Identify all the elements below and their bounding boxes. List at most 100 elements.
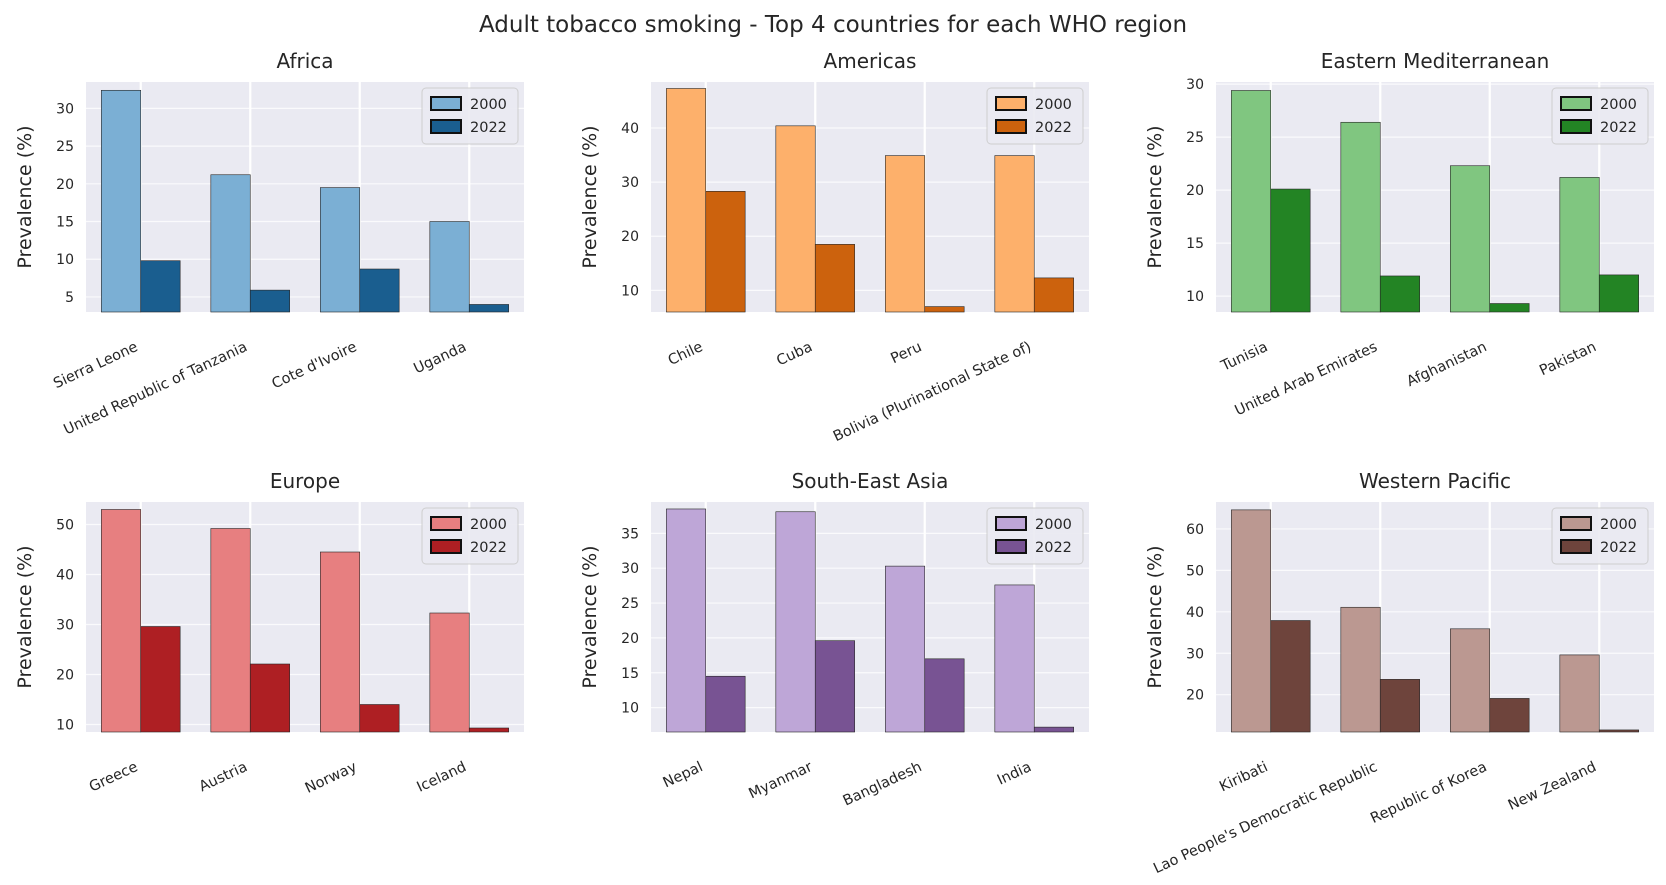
ytick-label: 25 <box>1186 130 1204 146</box>
ytick-label: 35 <box>621 526 639 542</box>
legend-label-2000: 2000 <box>470 517 507 533</box>
panel-title: South-East Asia <box>792 469 949 493</box>
legend-label-2000: 2000 <box>470 97 507 113</box>
bar-iceland-2022 <box>468 727 509 733</box>
bar-nepal-2022 <box>705 675 746 733</box>
bar-republic-of-korea-2000 <box>1450 628 1491 733</box>
bar-bolivia-plurinational-state-of-2000 <box>994 155 1035 313</box>
ytick-label: 30 <box>56 101 74 117</box>
ytick-label: 40 <box>1186 605 1204 621</box>
legend-swatch-2000 <box>995 516 1027 531</box>
xtick-label-tunisia: Tunisia <box>1218 339 1271 375</box>
bar-uganda-2022 <box>468 304 509 313</box>
xtick-label-bolivia-plurinational-state-of: Bolivia (Plurinational State of) <box>831 339 1034 445</box>
legend-label-2022: 2022 <box>470 120 507 136</box>
ytick-label: 10 <box>56 718 74 734</box>
bar-greece-2022 <box>140 626 181 733</box>
legend-label-2000: 2000 <box>1600 97 1637 113</box>
legend: 2000 2022 <box>421 507 519 565</box>
bar-kiribati-2000 <box>1231 509 1272 733</box>
legend-label-2000: 2000 <box>1035 517 1072 533</box>
bar-iceland-2000 <box>429 612 470 733</box>
xtick-label-sierra-leone: Sierra Leone <box>51 339 140 392</box>
ytick-label: 10 <box>621 283 639 299</box>
xtick-label-myanmar: Myanmar <box>746 759 815 802</box>
legend: 2000 2022 <box>421 87 519 145</box>
xtick-label-afghanistan: Afghanistan <box>1404 339 1489 390</box>
bar-afghanistan-2000 <box>1450 165 1491 313</box>
bar-lao-people-s-democratic-republic-2022 <box>1379 679 1420 733</box>
xtick-label-india: India <box>995 759 1034 789</box>
bar-cuba-2022 <box>814 244 855 313</box>
bar-uganda-2000 <box>429 221 470 313</box>
panel-title: Europe <box>270 469 340 493</box>
bar-new-zealand-2022 <box>1598 729 1639 733</box>
bar-pakistan-2000 <box>1559 177 1600 313</box>
legend-label-2022: 2022 <box>1035 540 1072 556</box>
xtick-label-new-zealand: New Zealand <box>1506 759 1599 814</box>
xtick-label-greece: Greece <box>87 759 141 795</box>
legend-swatch-2000 <box>1560 96 1592 111</box>
bar-cote-d-ivoire-2000 <box>320 187 361 313</box>
ytick-label: 15 <box>1186 236 1204 252</box>
legend-swatch-2022 <box>430 539 462 554</box>
xtick-label-bangladesh: Bangladesh <box>841 759 925 809</box>
legend-label-2022: 2022 <box>1600 120 1637 136</box>
bar-united-republic-of-tanzania-2022 <box>249 289 290 313</box>
bar-greece-2000 <box>101 509 142 733</box>
ytick-label: 10 <box>621 701 639 717</box>
ytick-label: 10 <box>56 252 74 268</box>
bar-united-arab-emirates-2000 <box>1340 121 1381 313</box>
xtick-label-norway: Norway <box>303 759 360 797</box>
legend-swatch-2000 <box>1560 516 1592 531</box>
bar-kiribati-2022 <box>1270 620 1311 733</box>
xtick-label-kiribati: Kiribati <box>1217 759 1270 795</box>
bar-peru-2022 <box>924 306 965 313</box>
ytick-label: 25 <box>621 596 639 612</box>
bar-austria-2000 <box>210 528 251 733</box>
legend-swatch-2000 <box>430 516 462 531</box>
legend-swatch-2022 <box>1560 119 1592 134</box>
panel-title: Eastern Mediterranean <box>1321 49 1550 73</box>
bar-lao-people-s-democratic-republic-2000 <box>1340 606 1381 733</box>
bar-sierra-leone-2022 <box>140 260 181 313</box>
legend-swatch-2022 <box>995 539 1027 554</box>
bar-bangladesh-2000 <box>885 565 926 733</box>
bar-chile-2022 <box>705 191 746 313</box>
bar-myanmar-2000 <box>775 511 816 733</box>
panel-title: Africa <box>276 49 333 73</box>
ytick-label: 15 <box>56 215 74 231</box>
panel-europe: 10 20 30 40 50 Greece Austria Norway Iceland Euro… <box>14 469 524 797</box>
xtick-label-chile: Chile <box>666 339 706 369</box>
y-axis-label: Prevalence (%) <box>1144 545 1166 688</box>
bar-norway-2022 <box>359 704 400 733</box>
bar-peru-2000 <box>885 155 926 313</box>
bar-cuba-2000 <box>775 125 816 313</box>
xtick-label-united-republic-of-tanzania: United Republic of Tanzania <box>61 339 250 438</box>
bar-austria-2022 <box>249 663 290 733</box>
y-axis-label: Prevalence (%) <box>579 545 601 688</box>
legend: 2000 2022 <box>1551 507 1649 565</box>
legend-label-2022: 2022 <box>1600 540 1637 556</box>
bar-myanmar-2022 <box>814 640 855 733</box>
xtick-label-lao-people-s-democratic-republic: Lao People's Democratic Republic <box>1151 759 1380 877</box>
legend: 2000 2022 <box>986 507 1084 565</box>
bar-afghanistan-2022 <box>1489 303 1530 313</box>
ytick-label: 25 <box>56 139 74 155</box>
ytick-label: 40 <box>56 568 74 584</box>
bar-republic-of-korea-2022 <box>1489 698 1530 733</box>
ytick-label: 10 <box>1186 289 1204 305</box>
xtick-label-austria: Austria <box>197 759 250 795</box>
legend-label-2000: 2000 <box>1600 517 1637 533</box>
y-axis-label: Prevalence (%) <box>1144 125 1166 268</box>
xtick-label-republic-of-korea: Republic of Korea <box>1368 759 1489 827</box>
legend: 2000 2022 <box>1551 87 1649 145</box>
panel-title: Americas <box>824 49 917 73</box>
legend-label-2022: 2022 <box>470 540 507 556</box>
bar-united-republic-of-tanzania-2000 <box>210 174 251 313</box>
